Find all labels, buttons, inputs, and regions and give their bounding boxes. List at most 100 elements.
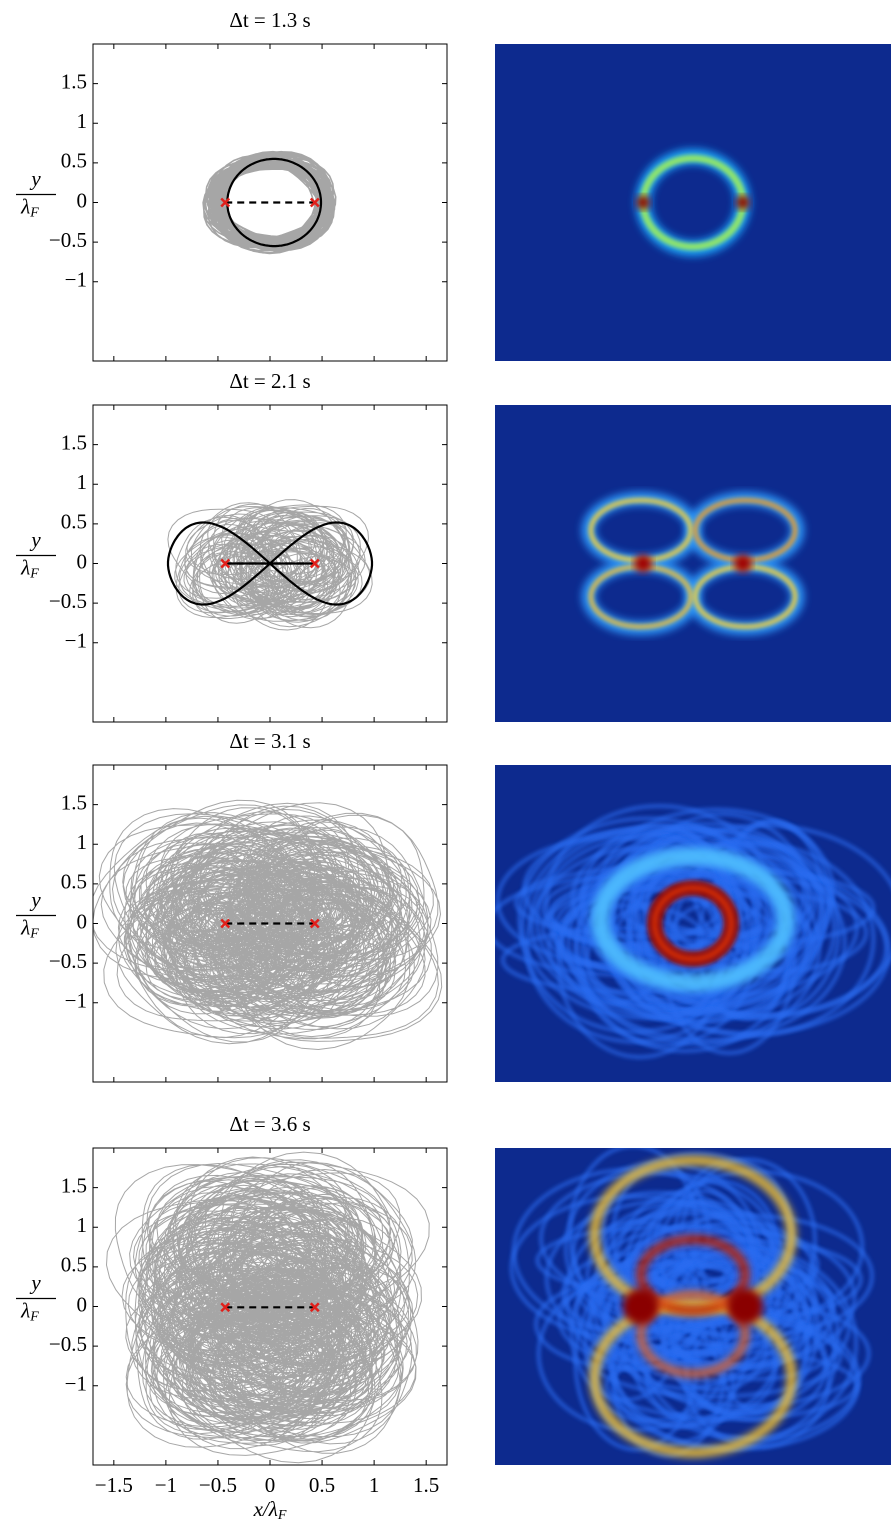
- den-main: λ: [20, 555, 30, 579]
- y-tick-label: −0.5: [49, 1332, 87, 1356]
- y-tick-label: 1.5: [61, 69, 87, 93]
- y-tick-label: −0.5: [49, 589, 87, 613]
- heatmap: [495, 405, 891, 722]
- density-blob: [727, 1288, 764, 1325]
- y-label-den: λF: [20, 194, 39, 220]
- y-tick-label: −1: [65, 1372, 87, 1396]
- y-label-den: λF: [20, 555, 39, 581]
- density-blob: [622, 1288, 659, 1325]
- y-tick-label: −1: [65, 629, 87, 653]
- x-label-main: x/λ: [253, 1497, 278, 1521]
- den-sub: F: [29, 567, 39, 582]
- marker: [309, 918, 320, 929]
- density-blob: [735, 195, 750, 210]
- density-ring: [575, 1251, 807, 1371]
- density-blob: [636, 195, 651, 210]
- trajectories: [105, 1151, 430, 1464]
- heatmap: [495, 44, 891, 361]
- den-sub: F: [29, 927, 39, 942]
- density-ring: [537, 1276, 729, 1432]
- marker: [220, 1302, 231, 1313]
- heatmap-bg: [495, 405, 891, 722]
- x-tick-label: −1.5: [95, 1473, 133, 1497]
- heatmap-density: [495, 804, 891, 1059]
- y-label-num: y: [29, 527, 41, 551]
- y-tick-label: 1.5: [61, 430, 87, 454]
- y-tick-label: 1.5: [61, 1173, 87, 1197]
- heatmap-density: [510, 1148, 874, 1458]
- heatmap-bg: [495, 44, 891, 361]
- plot-area: [166, 499, 374, 631]
- x-label-sub: F: [277, 1508, 287, 1523]
- panel-title: Δt = 3.6 s: [229, 1112, 310, 1136]
- y-tick-label: 0.5: [61, 870, 87, 894]
- marker: [309, 197, 320, 208]
- density-blob: [634, 554, 653, 573]
- density-blob: [733, 554, 752, 573]
- x-tick-label: −0.5: [199, 1473, 237, 1497]
- y-tick-label: 0: [77, 909, 88, 933]
- heatmap-density: [581, 491, 805, 636]
- density-ring: [661, 1237, 820, 1416]
- plot-area: [105, 1151, 430, 1464]
- y-label-num: y: [29, 1270, 41, 1294]
- den-sub: F: [29, 206, 39, 221]
- panel-title: Δt = 1.3 s: [229, 8, 310, 32]
- x-label: x/λF: [253, 1497, 287, 1523]
- y-label-den: λF: [20, 915, 39, 941]
- y-tick-label: 0.5: [61, 1253, 87, 1277]
- density-ring: [653, 1189, 759, 1368]
- x-tick-label: 1: [369, 1473, 380, 1497]
- density-ring: [636, 1290, 750, 1378]
- den-main: λ: [20, 915, 30, 939]
- y-tick-label: 1.5: [61, 790, 87, 814]
- y-label-num: y: [29, 166, 41, 190]
- density-ring: [529, 824, 800, 1018]
- x-tick-label: −1: [155, 1473, 177, 1497]
- y-tick-label: 1: [77, 830, 88, 854]
- plot-area: [202, 150, 337, 255]
- density-ring: [633, 1200, 778, 1326]
- density-ring: [512, 1168, 754, 1335]
- y-tick-label: 1: [77, 470, 88, 494]
- y-label-num: y: [29, 887, 41, 911]
- density-ring: [636, 1234, 750, 1315]
- y-tick-label: 0: [77, 1292, 88, 1316]
- y-tick-label: 0: [77, 188, 88, 212]
- heatmap-density: [635, 148, 751, 257]
- panel-title: Δt = 3.1 s: [229, 729, 310, 753]
- y-tick-label: −1: [65, 989, 87, 1013]
- axes-box: [92, 43, 448, 362]
- x-tick-label: 0: [265, 1473, 276, 1497]
- plot-area: [93, 799, 443, 1051]
- heatmap: [495, 1148, 891, 1465]
- density-ring: [591, 847, 795, 992]
- panel-title: Δt = 2.1 s: [229, 369, 310, 393]
- y-tick-label: −1: [65, 268, 87, 292]
- y-tick-label: 0.5: [61, 149, 87, 173]
- panel: Δt = 3.6 s −1 −0.5 0 0.5 1 1.5 −1.5 −1 −0.5 0 0.5 1 1…: [16, 1112, 448, 1523]
- y-tick-label: −0.5: [49, 228, 87, 252]
- heatmap: [495, 765, 891, 1082]
- y-label-den: λF: [20, 1298, 39, 1324]
- y-tick-label: −0.5: [49, 949, 87, 973]
- density-ring: [544, 804, 775, 1002]
- y-tick-label: 1: [77, 1213, 88, 1237]
- trajectories: [93, 799, 443, 1051]
- marker: [220, 197, 231, 208]
- y-tick-label: 0: [77, 549, 88, 573]
- density-ring: [585, 897, 794, 1023]
- den-sub: F: [29, 1310, 39, 1325]
- y-tick-label: 1: [77, 109, 88, 133]
- den-main: λ: [20, 1298, 30, 1322]
- den-main: λ: [20, 194, 30, 218]
- density-ring: [586, 1314, 842, 1398]
- x-tick-label: 0.5: [309, 1473, 335, 1497]
- y-tick-label: 0.5: [61, 510, 87, 534]
- marker: [220, 558, 231, 569]
- density-ring: [597, 1244, 800, 1356]
